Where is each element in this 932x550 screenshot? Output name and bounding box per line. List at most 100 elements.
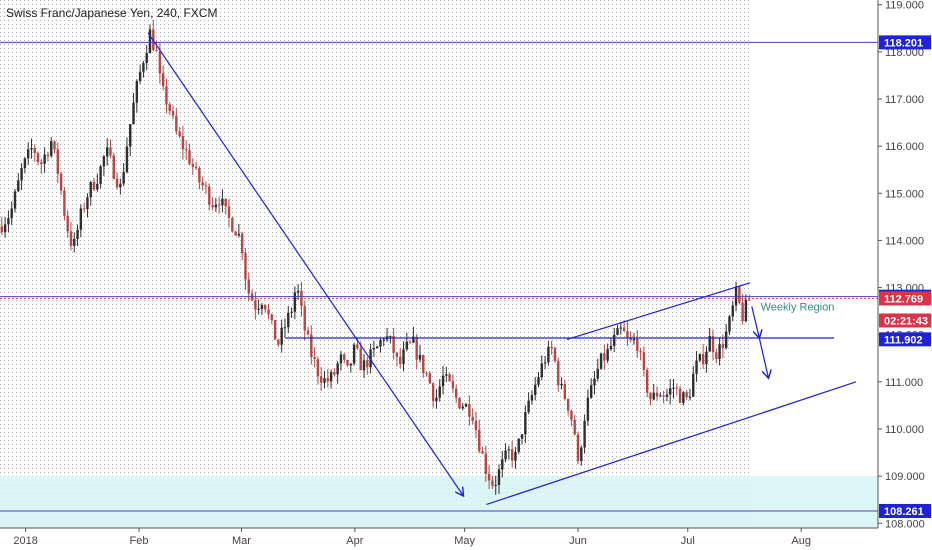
candle-body: [138, 71, 142, 82]
candle-body: [40, 162, 43, 164]
candle-body: [82, 208, 86, 210]
candle-body: [497, 469, 501, 485]
candle-body: [20, 168, 23, 181]
candle-body: [550, 346, 553, 349]
candle-body: [415, 336, 418, 360]
candle-body: [102, 156, 106, 167]
candle-body: [92, 182, 96, 190]
candle-body: [283, 327, 287, 329]
candle-body: [504, 450, 507, 460]
candle-body: [540, 363, 543, 378]
candle-body: [405, 341, 409, 350]
candle-body: [293, 292, 297, 312]
candle-body: [682, 392, 685, 403]
candle-body: [458, 397, 461, 409]
countdown-tag-label: 02:21:43: [884, 315, 928, 327]
candle-body: [69, 231, 73, 246]
candle-body: [316, 359, 320, 377]
candle-body: [36, 152, 40, 163]
candle-body: [306, 330, 310, 335]
x-tick-label-6: Jul: [681, 535, 695, 547]
candle-body: [221, 198, 224, 206]
candle-body: [468, 404, 471, 417]
candle-body: [227, 206, 231, 219]
candle-body: [576, 434, 580, 462]
candle-body: [566, 398, 570, 411]
candle-body: [593, 378, 596, 386]
candle-body: [603, 353, 606, 361]
candle-body: [586, 397, 590, 421]
candle-body: [487, 474, 491, 481]
candle-body: [63, 190, 66, 216]
candle-body: [257, 308, 260, 310]
candle-body: [692, 373, 695, 397]
candle-body: [557, 360, 560, 386]
candle-body: [451, 381, 455, 389]
candle-body: [622, 327, 626, 332]
candle-body: [613, 334, 616, 346]
candle-body: [517, 438, 520, 452]
candle-body: [412, 336, 415, 343]
candle-body: [626, 331, 629, 338]
candle-body: [359, 348, 362, 371]
candle-body: [609, 345, 613, 350]
candle-body: [619, 327, 623, 329]
chart-title: Swiss Franc/Japanese Yen, 240, FXCM: [6, 6, 218, 20]
candle-body: [13, 191, 17, 209]
candle-body: [501, 459, 504, 470]
level-tag-2-label: 111.902: [884, 334, 923, 346]
candle-body: [484, 453, 488, 475]
level-tag-2-box: [879, 332, 931, 347]
candle-body: [372, 348, 376, 350]
candle-body: [26, 149, 30, 159]
candle-body: [701, 354, 705, 365]
candle-body: [678, 388, 682, 403]
candle-body: [741, 302, 744, 322]
candle-body: [148, 29, 152, 54]
candle-body: [491, 480, 494, 486]
candle-body: [50, 141, 53, 156]
candle-body: [112, 155, 115, 179]
candle-body: [454, 388, 458, 398]
candle-body: [688, 396, 692, 398]
y-tick-label-8: 111.000: [885, 377, 923, 389]
candle-body: [715, 352, 718, 359]
candle-body: [23, 158, 27, 169]
countdown-tag-box: [879, 313, 931, 328]
trendline-1: [486, 381, 857, 505]
candle-body: [435, 397, 438, 402]
y-tick-label-11: 108.000: [885, 518, 925, 530]
candle-body: [636, 338, 639, 352]
x-tick-label-5: Jun: [569, 535, 587, 547]
candle-body: [530, 394, 534, 401]
candle-body: [563, 383, 567, 399]
candle-body: [53, 141, 56, 150]
time-axis-panel: [0, 528, 932, 550]
x-tick-label-0: 2018: [13, 535, 37, 547]
candle-body: [425, 372, 428, 374]
candle-body: [734, 286, 738, 306]
price-axis-panel: [878, 0, 932, 550]
candle-body: [290, 311, 293, 313]
level-tag-3-label: 108.261: [884, 506, 924, 518]
candle-body: [198, 168, 201, 183]
candle-body: [273, 319, 277, 340]
candle-body: [724, 331, 728, 348]
candle-body: [135, 81, 139, 103]
candle-body: [422, 355, 425, 373]
candle-body: [649, 392, 652, 400]
candle-body: [343, 354, 346, 360]
candle-body: [547, 346, 550, 363]
candle-body: [287, 312, 290, 328]
candle-body: [237, 233, 241, 236]
candle-body: [129, 124, 132, 147]
candle-body: [201, 182, 204, 186]
level-tag-0-label: 118.201: [884, 37, 923, 49]
candle-body: [408, 341, 412, 343]
candle-body: [194, 166, 198, 169]
candle-body: [665, 394, 669, 397]
candle-body: [56, 149, 60, 174]
candle-body: [254, 300, 257, 310]
